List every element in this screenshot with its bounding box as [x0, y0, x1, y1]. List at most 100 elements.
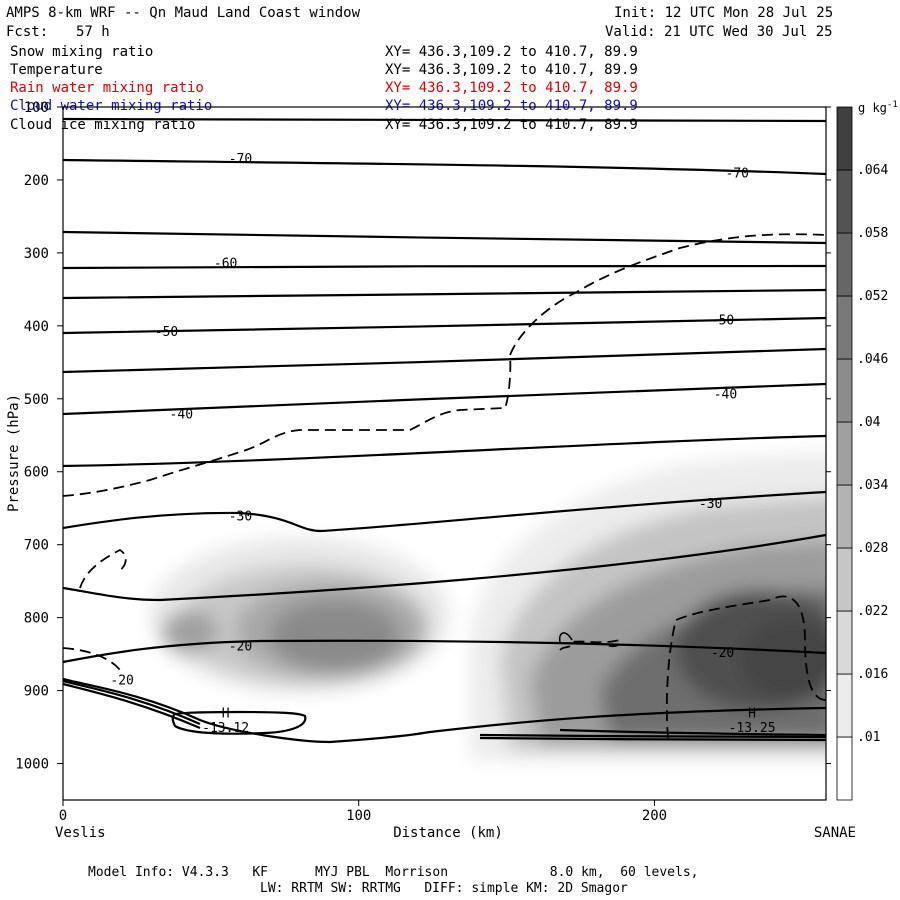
- isotherm-line: [559, 728, 826, 737]
- x-tick-label: 100: [346, 808, 371, 824]
- y-tick-label: 300: [24, 246, 49, 262]
- isotherm-line: [63, 158, 826, 176]
- high-value: -13.12: [202, 721, 249, 736]
- axes: 100 200 300 400 500 600 700 800 900 1000 0 100 200: [15, 100, 831, 824]
- x-tick-label: 200: [642, 808, 667, 824]
- isotherm-line: [63, 288, 826, 300]
- isotherm-line: [63, 677, 826, 744]
- high-symbol: H: [748, 706, 756, 721]
- field-name-temperature: Temperature: [10, 62, 103, 78]
- contour-label: -40: [714, 388, 737, 403]
- colorbar-bin: [836, 736, 853, 801]
- x-tick-label: 0: [59, 808, 67, 824]
- temperature-contours: [63, 117, 826, 744]
- contour-label: -20: [711, 646, 734, 661]
- y-tick-label: 200: [24, 173, 49, 189]
- colorbar-bin: [836, 421, 853, 486]
- colorbar-bin: [836, 358, 853, 423]
- isotherm-line: [63, 230, 826, 245]
- isotherm-line: [63, 490, 826, 533]
- colorbar-bin: [836, 169, 853, 234]
- high-markers: H-13.12H-13.25: [202, 706, 775, 736]
- y-tick-label: 1000: [15, 757, 49, 773]
- isotherm-line: [63, 117, 826, 123]
- colorbar-level-label: .016: [857, 667, 888, 682]
- contour-label: -50: [711, 313, 734, 328]
- colorbar-bin: [836, 610, 853, 675]
- colorbar-unit: g kg-1: [858, 100, 898, 115]
- y-axis-label: Pressure (hPa): [6, 394, 22, 512]
- forecast-label: Fcst:: [6, 24, 49, 40]
- colorbar-level-label: .046: [857, 352, 888, 367]
- contour-label: -30: [229, 510, 252, 525]
- field-name-snow: Snow mixing ratio: [10, 44, 154, 60]
- field-name-cloud-ice: Cloud ice mixing ratio: [10, 117, 196, 133]
- dashed-contour: [63, 647, 121, 671]
- colorbar-level-label: .01: [857, 730, 880, 745]
- isotherm-line: [63, 434, 826, 468]
- field-name-cloud-water: Cloud water mixing ratio: [10, 98, 213, 114]
- field-xy-temperature: XY= 436.3,109.2 to 410.7, 89.9: [385, 62, 638, 78]
- colorbar-bin: [836, 232, 853, 297]
- field-name-rain: Rain water mixing ratio: [10, 80, 204, 96]
- colorbar-bin: [836, 295, 853, 360]
- isotherm-line: [63, 264, 826, 270]
- colorbar-level-label: .028: [857, 541, 888, 556]
- forecast-hours: 57 h: [76, 24, 110, 40]
- contour-label: -60: [214, 256, 237, 271]
- valid-time: Valid: 21 UTC Wed 30 Jul 25: [605, 24, 833, 40]
- x-left-endpoint: Veslis: [55, 825, 106, 841]
- contour-label: -20: [229, 639, 252, 654]
- colorbar: .01 .016 .022 .028 .034 .04 .046 .052 .058 .064 g …: [836, 100, 898, 801]
- dashed-contour: [559, 638, 622, 651]
- contour-label: -70: [229, 152, 252, 167]
- colorbar-level-label: .052: [857, 289, 888, 304]
- isotherm-line: [171, 710, 307, 735]
- x-right-endpoint: SANAE: [814, 825, 856, 841]
- init-time: Init: 12 UTC Mon 28 Jul 25: [614, 5, 834, 21]
- contour-label: -70: [726, 167, 749, 182]
- colorbar-level-label: .022: [857, 604, 888, 619]
- chart-title: AMPS 8-km WRF -- Qn Maud Land Coast wind…: [6, 5, 361, 21]
- x-axis-label: Distance (km): [393, 825, 503, 841]
- colorbar-bin: [836, 484, 853, 549]
- y-tick-label: 500: [24, 392, 49, 408]
- y-tick-label: 600: [24, 465, 49, 481]
- y-tick-label: 100: [24, 100, 49, 116]
- high-symbol: H: [222, 706, 230, 721]
- contour-labels: -70 -70 -60 -50 -50 -40 -40 -30 -30 -20 -20 -20: [110, 152, 749, 689]
- isotherm-line: [63, 533, 826, 602]
- colorbar-level-label: .058: [857, 226, 888, 241]
- colorbar-bin: [836, 547, 853, 612]
- dashed-contour: [63, 233, 826, 497]
- dashed-contour: [665, 595, 826, 739]
- y-tick-label: 800: [24, 611, 49, 627]
- isotherm-line: [63, 382, 826, 416]
- isotherm-line: [479, 733, 826, 739]
- snow-mixing-ratio-shading: [150, 453, 826, 760]
- field-xy-snow: XY= 436.3,109.2 to 410.7, 89.9: [385, 44, 638, 60]
- isotherm-line: [63, 682, 201, 730]
- y-tick-label: 900: [24, 684, 49, 700]
- dashed-contour: [79, 548, 127, 589]
- y-tick-label: 700: [24, 538, 49, 554]
- isotherm-line: [558, 632, 573, 643]
- contour-label: -40: [170, 407, 193, 422]
- colorbar-bin: [836, 106, 853, 171]
- contour-label: -30: [699, 497, 722, 512]
- contour-label: -20: [110, 674, 133, 689]
- high-value: -13.25: [729, 721, 776, 736]
- colorbar-level-label: .064: [857, 163, 888, 178]
- colorbar-level-label: .04: [857, 415, 881, 430]
- field-xy-cloud-water: XY= 436.3,109.2 to 410.7, 89.9: [385, 98, 638, 114]
- model-info-line1: Model Info: V4.3.3 KF MYJ PBL Morrison 8…: [88, 865, 699, 880]
- plot-frame: [62, 106, 827, 801]
- y-tick-label: 400: [24, 319, 49, 335]
- colorbar-level-label: .034: [857, 478, 888, 493]
- field-xy-rain: XY= 436.3,109.2 to 410.7, 89.9: [385, 80, 638, 96]
- isotherm-line: [63, 347, 826, 374]
- isotherm-line: [479, 736, 826, 742]
- isotherm-line: [63, 639, 826, 664]
- isotherm-line: [63, 316, 826, 335]
